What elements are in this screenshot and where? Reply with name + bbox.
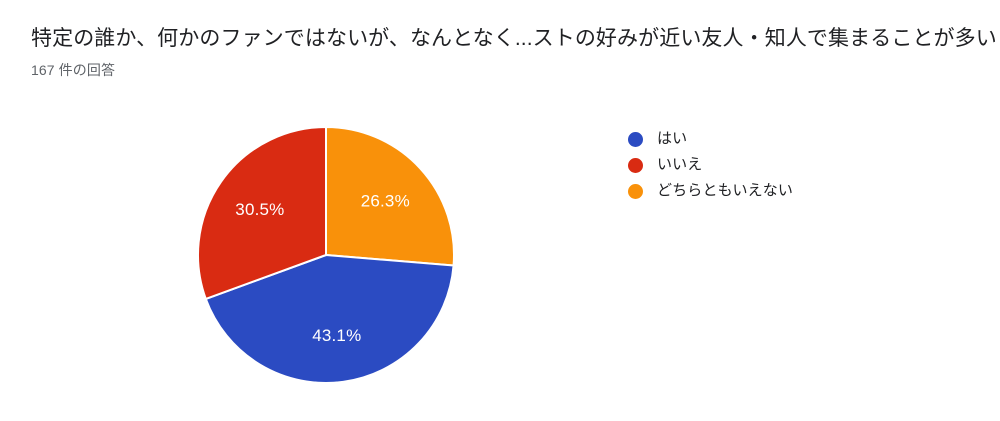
legend-item-label: いいえ — [657, 156, 703, 173]
pie-slice[interactable] — [204, 253, 455, 384]
pie-slice-percent-label: 30.5% — [235, 200, 284, 219]
chart-legend: はいいいえどちらともいえない — [628, 126, 948, 204]
pie-slice-group — [197, 125, 455, 384]
legend-swatch-dochiratomo — [628, 183, 643, 199]
legend-item[interactable]: どちらともいえない — [628, 178, 948, 204]
pie-chart: 26.3% 43.1% 30.5% — [186, 115, 466, 395]
pie-slice-percent-label: 43.1% — [312, 326, 361, 345]
response-count-label: 167 件の回答 — [31, 62, 116, 78]
legend-item-label: はい — [657, 130, 688, 147]
legend-item-label: どちらともいえない — [657, 182, 794, 199]
legend-item[interactable]: はい — [628, 126, 948, 152]
legend-item[interactable]: いいえ — [628, 152, 948, 178]
legend-swatch-iie — [628, 157, 643, 173]
pie-chart-svg: 26.3% 43.1% 30.5% — [197, 125, 455, 384]
legend-swatch-hai — [628, 131, 643, 147]
pie-slice[interactable] — [197, 125, 327, 301]
chart-area: 26.3% 43.1% 30.5% はいいいえどちらともいえない — [0, 95, 1000, 421]
page-title: 特定の誰か、何かのファンではないが、なんとなく...ストの好みが近い友人・知人で… — [31, 27, 997, 50]
pie-slice-percent-label: 26.3% — [361, 191, 410, 210]
pie-slice-label-group: 26.3% 43.1% 30.5% — [235, 191, 410, 345]
pie-slice[interactable] — [325, 125, 455, 267]
